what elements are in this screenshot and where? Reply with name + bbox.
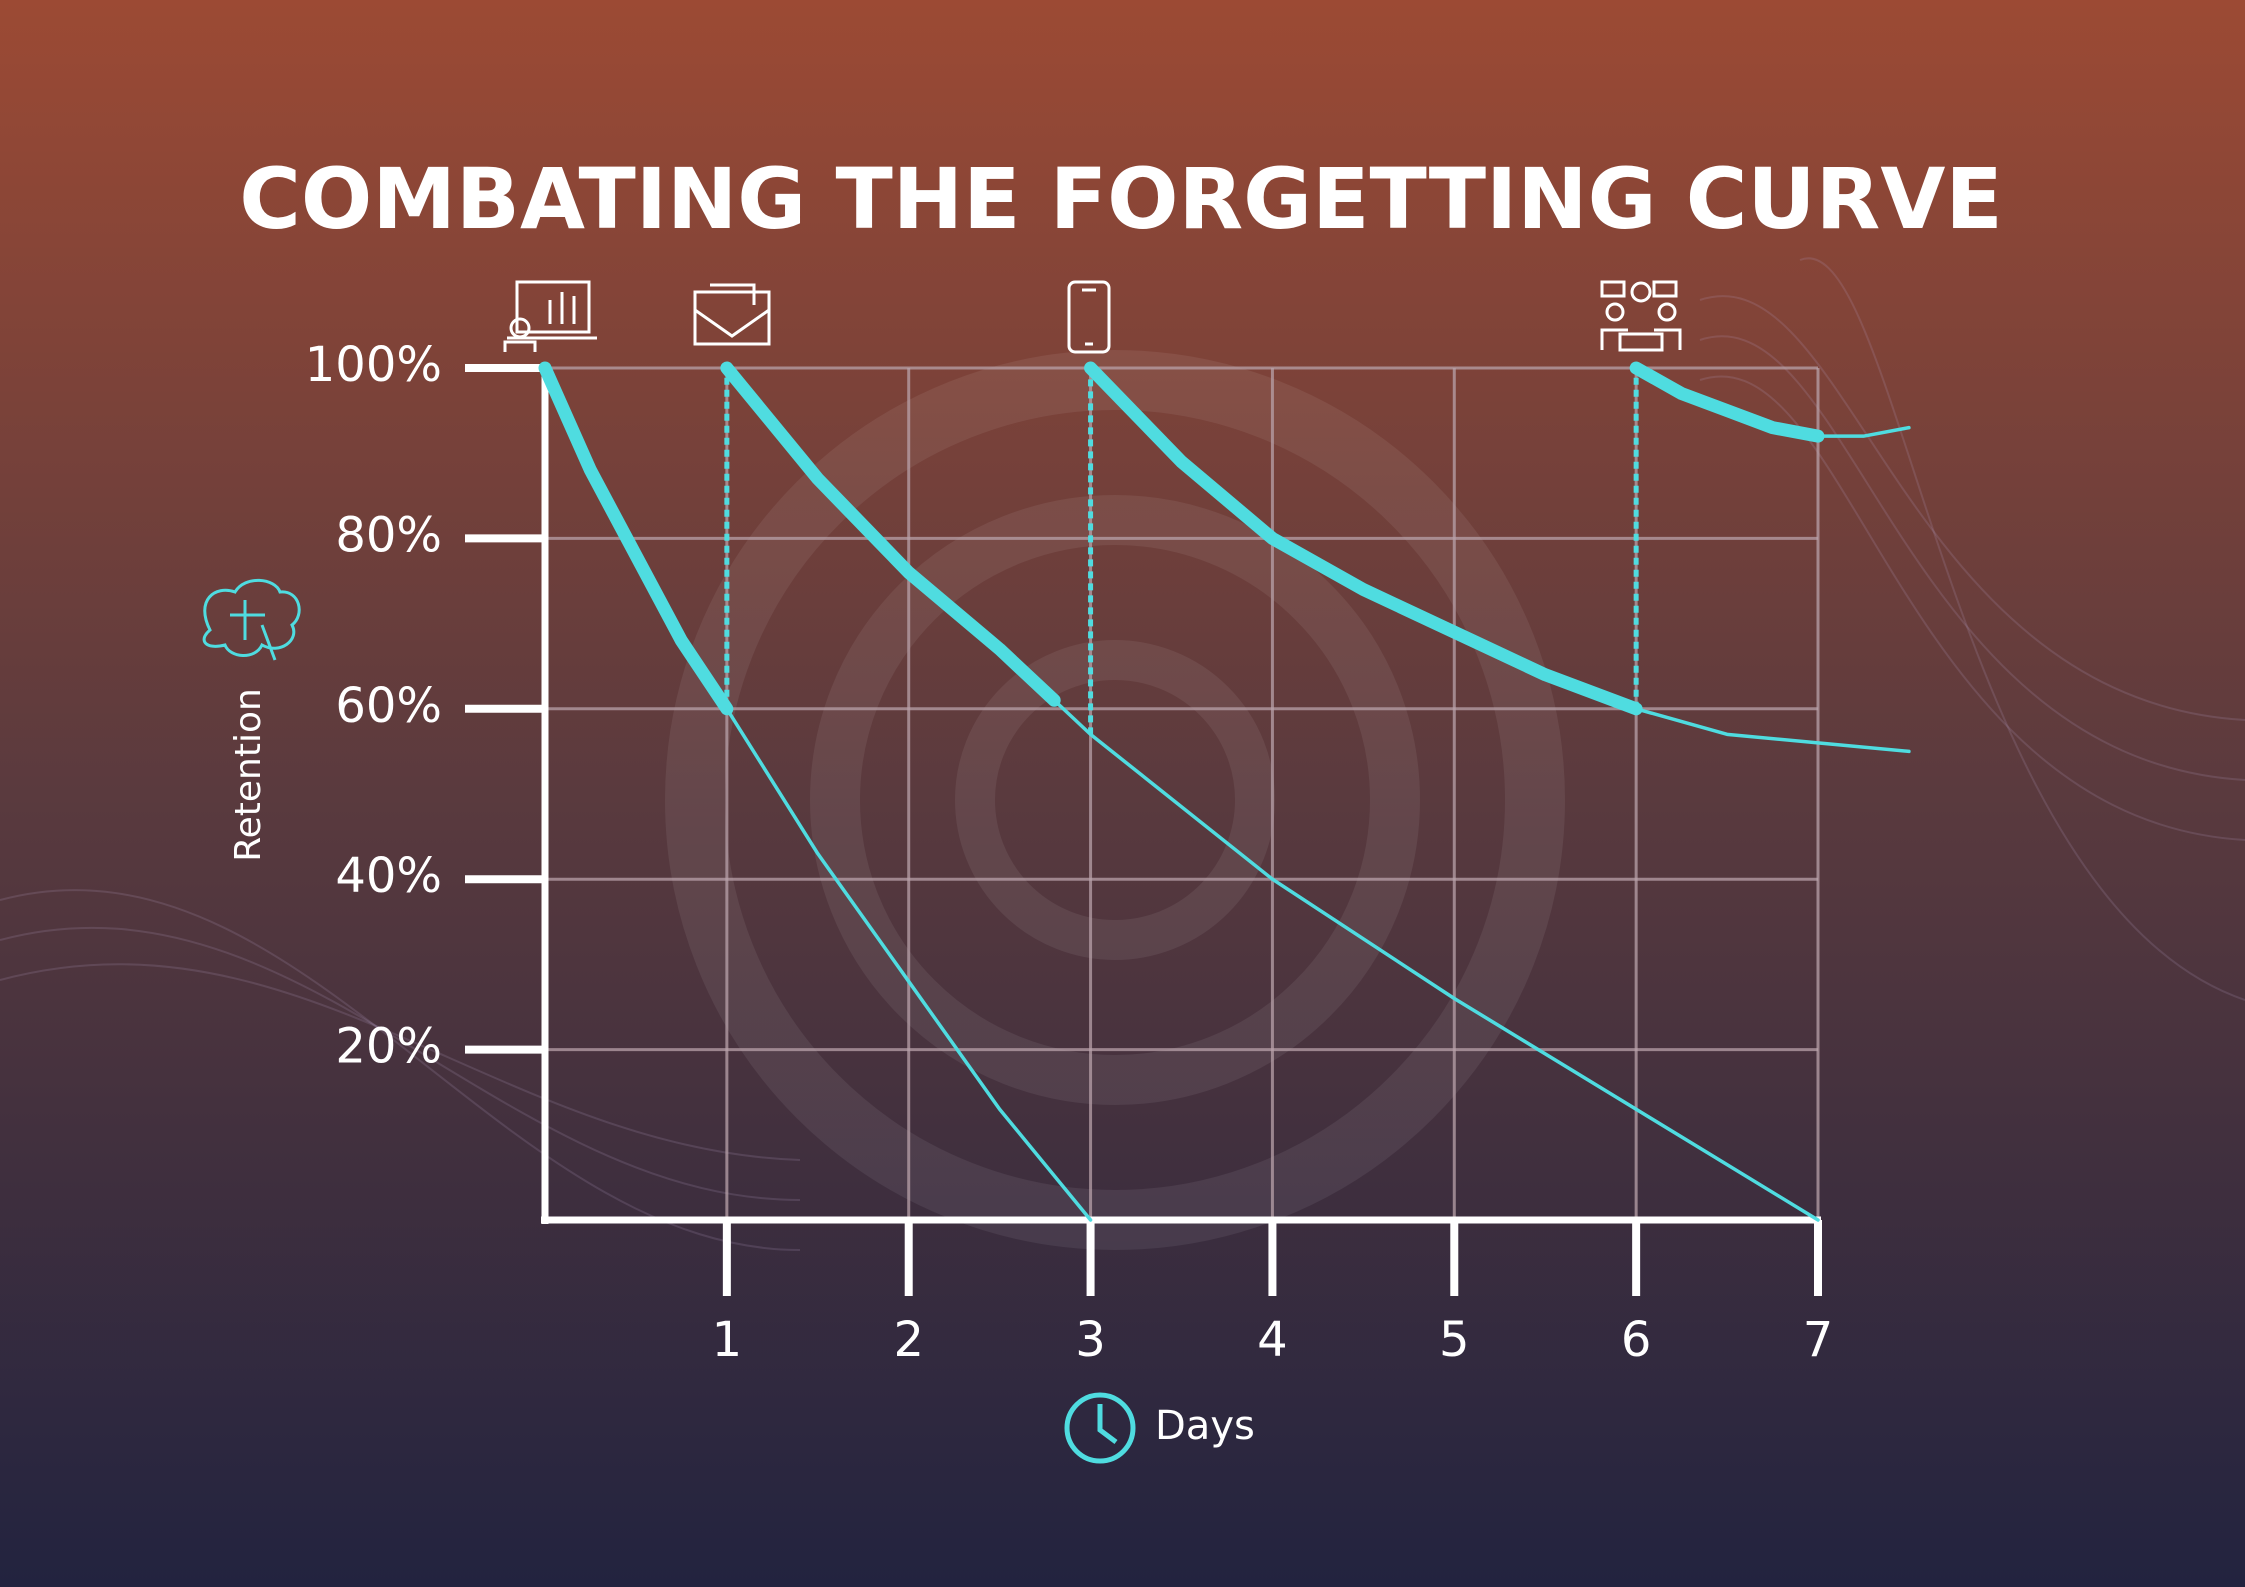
retention-curve: [1052, 698, 1820, 1222]
phone-icon: [1067, 280, 1111, 354]
meeting-icon: [1600, 280, 1682, 352]
x-tick-label: 7: [1803, 1312, 1834, 1368]
retention-curve: [1634, 707, 1911, 754]
retention-curve: [538, 361, 734, 716]
x-tick-label: 4: [1257, 1312, 1288, 1368]
y-axis-label: Retention: [228, 688, 269, 862]
wave-decoration: [0, 257, 2245, 1251]
y-tick-label: 20%: [335, 1019, 442, 1075]
retention-curve: [725, 707, 1093, 1222]
y-tick-label: 80%: [335, 507, 442, 563]
x-tick-label: 2: [893, 1312, 924, 1368]
x-axis-label: Days: [1155, 1403, 1255, 1449]
y-tick-label: 100%: [305, 337, 442, 393]
retention-curve: [1629, 361, 1825, 443]
retention-curve: [720, 361, 1061, 707]
brain-icon: [202, 578, 301, 661]
y-tick-label: 40%: [335, 848, 442, 904]
x-tick-label: 5: [1439, 1312, 1470, 1368]
x-tick-label: 1: [712, 1312, 743, 1368]
x-tick-label: 3: [1075, 1312, 1106, 1368]
x-tick-label: 6: [1621, 1312, 1652, 1368]
retention-curve: [1084, 361, 1643, 716]
email-icon: [693, 283, 771, 346]
y-tick-label: 60%: [335, 678, 442, 734]
chart-title: COMBATING THE FORGETTING CURVE: [239, 150, 2002, 248]
clock-icon: [1064, 1392, 1136, 1464]
retention-curve: [1816, 425, 1911, 438]
presentation-icon: [503, 280, 597, 352]
